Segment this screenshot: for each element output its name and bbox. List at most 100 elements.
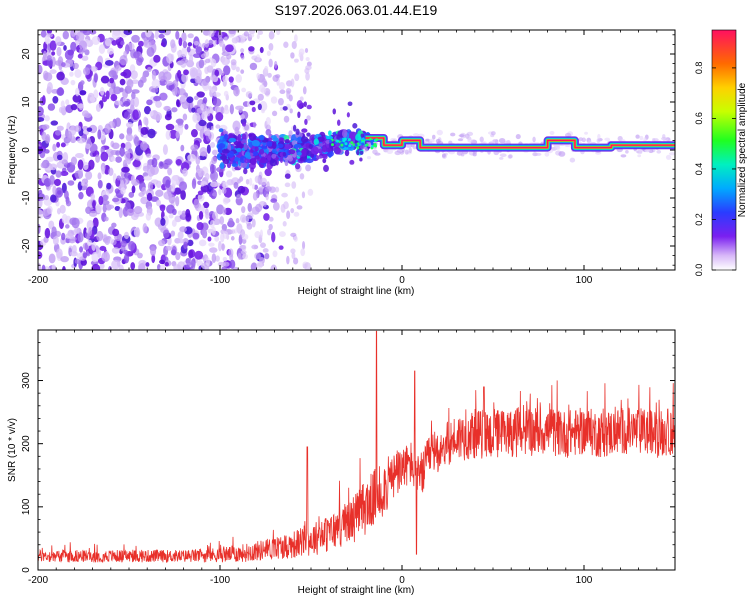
spectrogram-cell	[119, 133, 125, 140]
spectrogram-cell	[182, 41, 188, 49]
spectrogram-cell	[38, 209, 44, 220]
spectrogram-cell	[44, 227, 51, 239]
spectrogram-cell	[290, 78, 295, 88]
spectrogram-cell	[111, 30, 121, 40]
spectrogram-cell	[217, 30, 223, 40]
spectrogram-cell	[61, 159, 68, 165]
spectrogram-cell	[306, 150, 312, 157]
spectrogram-cell	[108, 266, 112, 270]
spectrogram-cell	[119, 78, 126, 86]
spectrogram-cell	[95, 203, 103, 214]
spectrogram-cell	[222, 207, 227, 216]
spectrogram-cell	[56, 87, 65, 96]
spectrogram-cell	[266, 50, 271, 57]
spectrogram-cell	[237, 252, 242, 260]
spectrogram-cell	[171, 219, 177, 227]
spectrogram-cell	[318, 143, 324, 147]
spectrogram-cell	[270, 135, 277, 140]
spectrogram-cell	[141, 186, 147, 195]
spectrogram-cell	[271, 153, 277, 159]
spectrogram-cell	[91, 263, 101, 270]
spectrogram-cell	[198, 59, 205, 69]
y-tick-label: -20	[21, 238, 32, 253]
spectrogram-cell	[82, 161, 89, 171]
spectrogram-cell	[295, 128, 300, 136]
spectrogram-cell	[359, 150, 364, 155]
spectrogram-cell	[41, 124, 50, 130]
spectrogram-cell	[249, 62, 258, 71]
spectrogram-cell	[260, 177, 267, 186]
spectrogram-cell	[237, 178, 242, 184]
spectrogram-cell	[52, 185, 57, 196]
spectrogram-cell	[218, 188, 222, 196]
spectrogram-cell	[257, 103, 262, 111]
spectrogram-cell	[176, 50, 181, 56]
spectrogram-cell	[240, 69, 245, 74]
spectrogram-cell	[146, 47, 155, 57]
spectrogram-cell	[308, 144, 313, 150]
spectrogram-cell	[140, 141, 148, 151]
spectrogram-cell	[209, 220, 215, 229]
spectrogram-cell	[81, 55, 89, 61]
spectrogram-cell	[340, 143, 344, 147]
spectrogram-cell	[109, 77, 115, 84]
spectrogram-cell	[80, 80, 85, 86]
spectrogram-cell	[198, 119, 207, 127]
spectrogram-cell	[46, 55, 52, 61]
spectrogram-cell	[258, 149, 265, 155]
spectrogram-cell	[270, 198, 278, 203]
spectrogram-cell	[193, 40, 200, 46]
spectrogram-cell	[212, 192, 218, 197]
spectrogram-cell	[132, 160, 141, 168]
spectrogram-cell	[187, 33, 194, 39]
spectrogram-cell	[255, 54, 261, 62]
spectrogram-cell	[286, 90, 291, 100]
spectrogram-cell	[176, 99, 180, 107]
spectrogram-cell	[79, 90, 87, 95]
spectrogram-cell	[200, 204, 205, 213]
spectrogram-cell	[180, 144, 185, 152]
spectrogram-cell	[251, 139, 260, 147]
spectrogram-cell	[131, 34, 140, 43]
y-tick-label: 200	[21, 435, 32, 452]
spectrogram-cell	[118, 207, 123, 219]
spectrogram-cell	[107, 47, 114, 55]
spectrogram-cell	[299, 96, 304, 102]
spectrogram-cell	[140, 32, 147, 39]
spectrogram-cell	[263, 202, 267, 207]
spectrogram-cell	[266, 155, 272, 161]
spectrogram-cell	[97, 172, 102, 180]
spectrogram-cell	[90, 66, 98, 72]
spectrogram-cell	[534, 152, 542, 156]
snr-series-line	[38, 330, 675, 563]
spectrogram-cell	[112, 228, 120, 237]
spectrogram-cell	[294, 58, 299, 63]
spectrogram-cell	[182, 113, 188, 121]
spectrogram-cell	[123, 110, 131, 120]
spectrogram-cell	[186, 96, 194, 104]
spectrogram-cell	[457, 138, 464, 142]
spectrogram-cell	[298, 52, 304, 58]
spectrogram-cell	[191, 48, 196, 56]
spectrogram-cell	[114, 117, 122, 127]
spectrogram-cell	[47, 103, 56, 111]
spectrogram-cell	[313, 138, 319, 146]
spectrogram-cell	[218, 128, 224, 133]
spectrogram-cell	[202, 201, 210, 209]
spectrogram-cell	[131, 91, 136, 100]
spectrogram-cell	[221, 266, 228, 270]
spectrogram-cell	[92, 217, 99, 229]
spectrogram-cell	[102, 203, 107, 213]
spectrogram-cell	[201, 170, 205, 176]
spectrogram-cell	[210, 74, 218, 81]
spectrogram-cell	[193, 198, 200, 209]
spectrogram-cell	[164, 158, 173, 166]
spectrogram-cell	[123, 231, 130, 240]
spectrogram-cell	[584, 131, 588, 135]
spectrogram-cell	[98, 44, 106, 54]
spectrogram-cell	[61, 232, 66, 241]
spectrogram-cell	[79, 246, 84, 253]
spectrogram-cell	[222, 231, 229, 239]
spectrogram-cell	[56, 248, 63, 259]
spectrogram-cell	[235, 66, 240, 72]
